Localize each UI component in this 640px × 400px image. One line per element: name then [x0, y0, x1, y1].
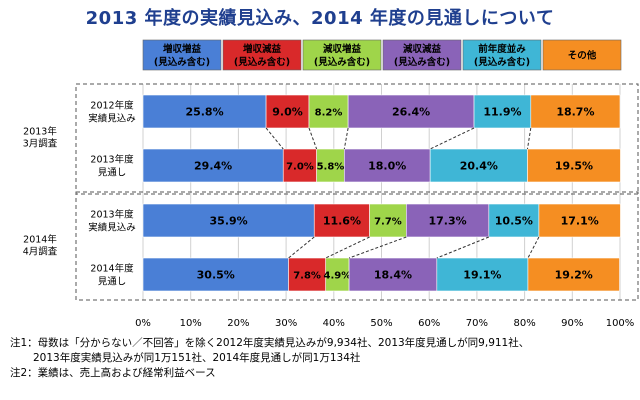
- data-label: 10.5%: [495, 215, 533, 228]
- legend-swatch: [302, 39, 382, 71]
- connector-line: [343, 127, 349, 150]
- footnote-1-continued: 2013年度実績見込みが同1万151社、2014年度見通しが同1万134社: [33, 352, 361, 364]
- data-label: 26.4%: [392, 106, 430, 119]
- group-label: 2014年 4月調査: [23, 233, 58, 257]
- bar-segment: [343, 148, 431, 183]
- legend-swatch: [222, 39, 302, 71]
- data-label: 11.6%: [323, 215, 361, 228]
- legend-swatch: [382, 39, 462, 71]
- data-label: 7.8%: [293, 271, 321, 282]
- x-tick-label: 10%: [180, 318, 202, 329]
- bar-segment: [429, 148, 528, 183]
- x-tick-label: 0%: [135, 318, 151, 329]
- bar-segment: [527, 148, 621, 183]
- bar-segment: [538, 203, 621, 238]
- data-label: 20.4%: [460, 160, 498, 173]
- data-label: 19.5%: [555, 160, 593, 173]
- chart-title: 2013 年度の実績見込み、2014 年度の見通しについて: [85, 8, 555, 29]
- bar-segment: [527, 257, 620, 292]
- x-tick-label: 60%: [418, 318, 440, 329]
- bar-segment: [288, 257, 326, 292]
- legend-swatch: [462, 39, 542, 71]
- data-label: 25.8%: [185, 106, 223, 119]
- legend-swatch: [142, 39, 222, 71]
- data-label: 18.0%: [368, 160, 406, 173]
- bar-segment: [142, 148, 284, 183]
- bar-segment: [530, 94, 621, 129]
- bar-segment: [348, 257, 438, 292]
- x-tick-label: 20%: [227, 318, 249, 329]
- connector-line: [436, 236, 490, 259]
- connector-line: [288, 236, 315, 259]
- bar-segment: [436, 257, 529, 292]
- bar-segment: [406, 203, 490, 238]
- data-label: 30.5%: [197, 269, 235, 282]
- data-label: 18.7%: [556, 106, 594, 119]
- bar-segment: [347, 94, 475, 129]
- data-label: 18.4%: [374, 269, 412, 282]
- bar-segment: [265, 94, 310, 129]
- x-tick-label: 80%: [513, 318, 535, 329]
- stacked-bar-chart: 2013年 3月調査 2014年 4月調査 増収増益(見込み含む) 増収減益(見込み含む)…: [23, 39, 639, 329]
- x-tick-label: 100%: [606, 318, 635, 329]
- data-label: 5.8%: [317, 162, 345, 173]
- bar-segment: [282, 148, 317, 183]
- legend-label: 増収減益(見込み含む): [234, 43, 290, 68]
- group-box: [75, 83, 639, 195]
- x-tick-label: 90%: [561, 318, 583, 329]
- bar-segment: [142, 203, 315, 238]
- legend-label: 前年度並み(見込み含む): [474, 43, 530, 68]
- group-label: 2013年 3月調査: [23, 125, 58, 149]
- connector-line: [526, 127, 532, 150]
- bar-segment: [313, 203, 370, 238]
- connector-line: [527, 236, 540, 259]
- data-label: 17.3%: [428, 215, 466, 228]
- data-label: 7.0%: [286, 162, 314, 173]
- row-label: 2013年度実績見込み: [88, 208, 136, 233]
- data-label: 19.1%: [463, 269, 501, 282]
- bar-segment: [369, 203, 407, 238]
- bar-segment: [488, 203, 540, 238]
- bar-segment: [473, 94, 532, 129]
- bar-segment: [308, 94, 349, 129]
- data-label: 7.7%: [374, 217, 402, 228]
- legend-label: 増収増益(見込み含む): [154, 43, 210, 68]
- footnote-1: 注1：母数は「分からない／不回答」を除く2012年度実績見込みが9,934社、2…: [10, 337, 530, 349]
- footnotes: 注1：母数は「分からない／不回答」を除く2012年度実績見込みが9,934社、2…: [10, 336, 635, 381]
- x-tick-label: 40%: [323, 318, 345, 329]
- data-label: 8.2%: [315, 108, 343, 119]
- connector-line: [308, 127, 318, 150]
- data-label: 19.2%: [555, 269, 593, 282]
- x-tick-label: 30%: [275, 318, 297, 329]
- bar-segment: [142, 257, 289, 292]
- bar-segment: [142, 94, 267, 129]
- data-label: 4.9%: [324, 271, 352, 282]
- connector-line: [348, 236, 407, 259]
- data-label: 29.4%: [194, 160, 232, 173]
- connector-line: [429, 127, 475, 150]
- data-label: 17.1%: [561, 215, 599, 228]
- x-tick-label: 70%: [466, 318, 488, 329]
- group-box: [75, 191, 639, 301]
- x-tick-label: 50%: [370, 318, 392, 329]
- legend-swatch: [542, 39, 622, 71]
- data-label: 35.9%: [210, 215, 248, 228]
- footnote-2: 注2：業績は、売上高および経常利益ベース: [10, 367, 216, 379]
- data-label: 9.0%: [272, 106, 303, 119]
- legend-label: その他: [568, 49, 597, 61]
- row-label: 2014年度見通し: [90, 262, 134, 287]
- legend-label: 減収増益(見込み含む): [314, 43, 370, 68]
- connector-line: [325, 236, 370, 259]
- connector-line: [265, 127, 284, 150]
- row-label: 2012年度実績見込み: [88, 99, 136, 124]
- data-label: 11.9%: [483, 106, 521, 119]
- legend-label: 減収減益(見込み含む): [394, 43, 450, 68]
- row-label: 2013年度見通し: [90, 153, 134, 178]
